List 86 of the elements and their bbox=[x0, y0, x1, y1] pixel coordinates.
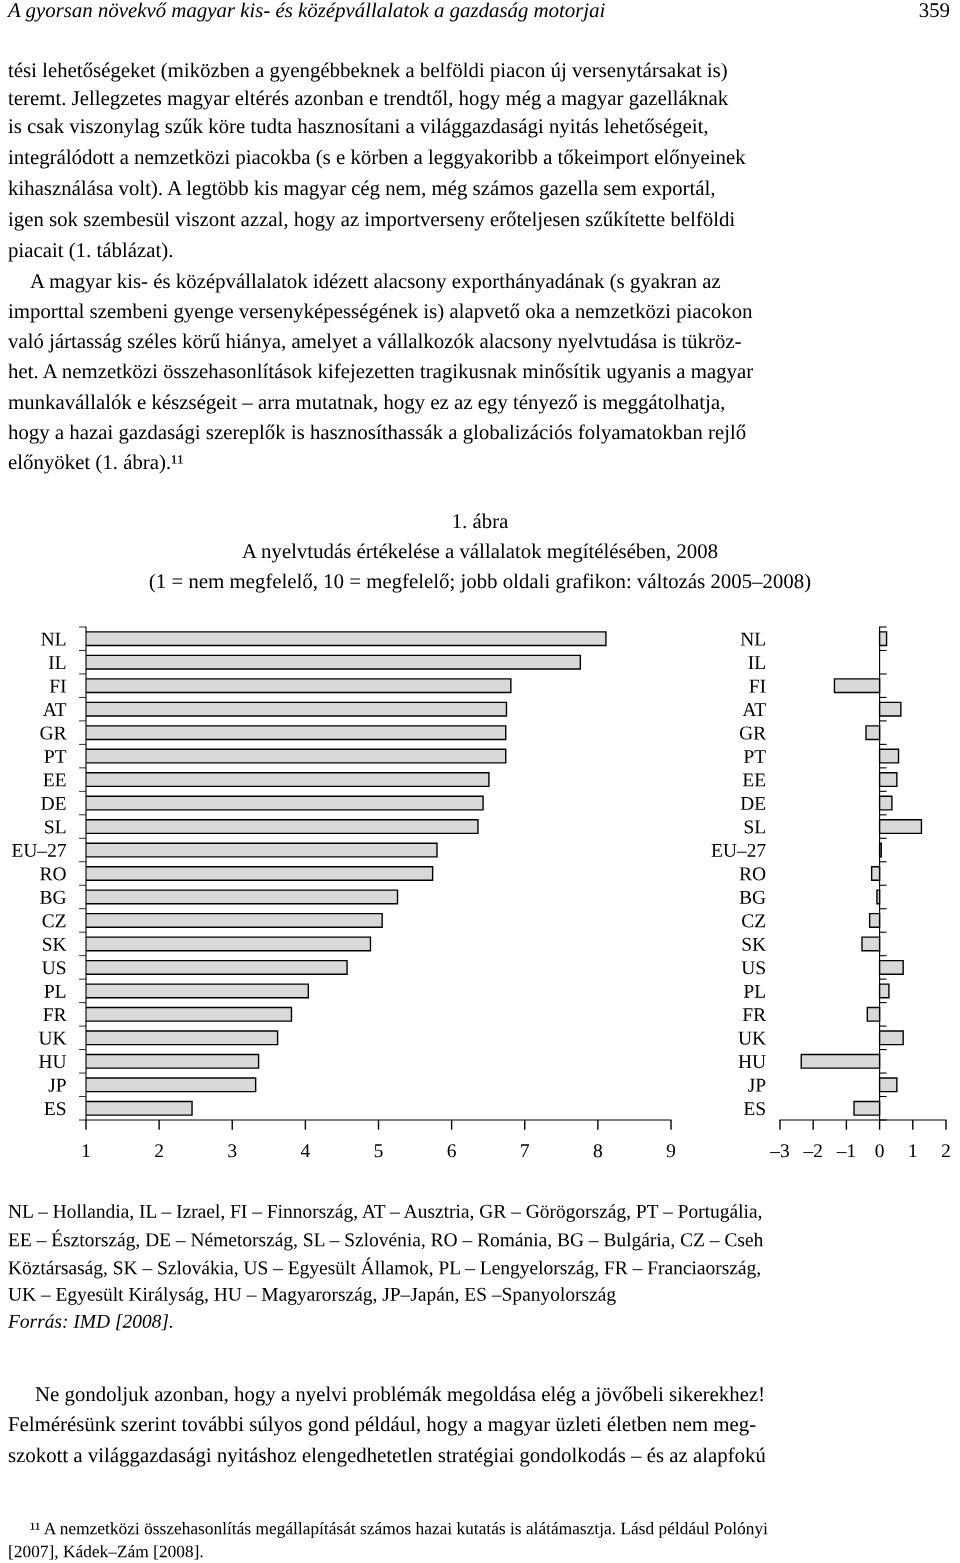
text: Felmérésünk szerint további súlyos gond például, hogy a magyar üzleti életben nem meg- bbox=[8, 1416, 756, 1436]
text: 1. ábra bbox=[453, 513, 509, 529]
y-tick-label: EE bbox=[43, 773, 66, 787]
text: ¹¹ A nemzetközi összehasonlítás megállapítását számos hazai kutatás is alátámasztja. Lásd például Polónyi bbox=[30, 1522, 768, 1538]
y-tick-label: CZ bbox=[742, 914, 766, 928]
x-tick-label: –2 bbox=[803, 1144, 822, 1158]
y-tick-label: BG bbox=[739, 890, 766, 904]
y-tick-label: RO bbox=[40, 867, 66, 881]
y-tick-label: EE bbox=[742, 773, 766, 787]
y-tick-label: US bbox=[741, 961, 765, 975]
text: hogy a hazai gazdasági szereplők is hasznosíthassák a globalizációs folyamatokban rejlő bbox=[8, 424, 746, 444]
y-tick-label: FI bbox=[749, 679, 766, 693]
y-tick-label: HU bbox=[39, 1055, 67, 1069]
y-tick-label: UK bbox=[38, 1031, 67, 1045]
x-tick-label: –3 bbox=[770, 1144, 789, 1158]
text: 359 bbox=[919, 3, 950, 18]
x-tick-label: 1 bbox=[82, 1144, 90, 1158]
x-tick-label: 9 bbox=[666, 1144, 676, 1158]
y-tick-label: HU bbox=[738, 1055, 766, 1069]
text: Ne gondoljuk azonban, hogy a nyelvi problémák megoldása elég a jövőbeli sikerekhez! bbox=[35, 1386, 763, 1406]
x-tick-label: 6 bbox=[447, 1144, 456, 1158]
y-tick-label: ES bbox=[44, 1102, 66, 1116]
text: integrálódott a nemzetközi piacokba (s e körben a leggyakoribb a tőkeimport előnyeinek bbox=[8, 149, 746, 169]
y-tick-label: BG bbox=[40, 890, 66, 904]
text: munkavállalók e készségeit – arra mutatnak, hogy ez az egy tényező is meggátolhatja, bbox=[8, 394, 724, 414]
x-tick-label: 3 bbox=[228, 1144, 237, 1158]
y-tick-label: JP bbox=[48, 1078, 66, 1092]
y-tick-label: SL bbox=[45, 820, 66, 834]
y-tick-label: GR bbox=[40, 726, 67, 740]
text: importtal szembeni gyenge versenyképességének is) alapvető oka a nemzetközi piacokon bbox=[8, 303, 753, 323]
y-tick-label: CZ bbox=[42, 914, 66, 928]
text: [2007], Kádek–Zám [2008]. bbox=[9, 1545, 203, 1560]
y-tick-label: EU–27 bbox=[711, 843, 766, 857]
x-tick-label: –1 bbox=[836, 1144, 855, 1158]
x-tick-label: 2 bbox=[155, 1144, 163, 1158]
text: UK – Egyesült Királyság, HU – Magyarország, JP–Japán, ES –Spanyolország bbox=[8, 1287, 616, 1305]
text: tési lehetőségeket (miközben a gyengébbeknek a belföldi piacon új versenytársakat is) bbox=[8, 62, 727, 82]
x-tick-label: 8 bbox=[593, 1144, 602, 1158]
y-tick-label: AT bbox=[742, 703, 766, 716]
y-tick-label: PL bbox=[44, 984, 66, 998]
y-tick-label: IL bbox=[48, 656, 66, 669]
y-tick-label: IL bbox=[748, 656, 765, 669]
y-tick-label: NL bbox=[740, 632, 765, 646]
y-tick-label: RO bbox=[739, 867, 766, 881]
y-tick-label: ES bbox=[743, 1102, 765, 1116]
text: is csak viszonylag szűk köre tudta hasznosítani a világgazdasági nyitás lehetőségeit, bbox=[8, 118, 708, 138]
text: NL – Hollandia, IL – Izrael, FI – Finnország, AT – Ausztria, GR – Görögország, PT – Portugália, bbox=[8, 1204, 762, 1222]
text: piacait (1. táblázat). bbox=[8, 242, 173, 262]
text: való jártasság széles körű hiánya, amelyet a vállalkozók alacsony nyelvtudása is tükröz- bbox=[8, 333, 741, 353]
y-tick-label: FR bbox=[43, 1008, 67, 1022]
text: szokott a világgazdasági nyitáshoz elengedhetetlen stratégiai gondolkodás – és az alapfokú bbox=[8, 1447, 766, 1467]
text: Köztársaság, SK – Szlovákia, US – Egyesült Államok, PL – Lengyelország, FR – Franciaország, bbox=[8, 1257, 760, 1279]
y-tick-label: PT bbox=[743, 750, 766, 763]
text: előnyöket (1. ábra).¹¹ bbox=[8, 454, 183, 474]
y-tick-label: PL bbox=[743, 984, 765, 998]
y-tick-label: SK bbox=[742, 937, 766, 951]
x-tick-label: 4 bbox=[300, 1144, 310, 1158]
y-tick-label: EU–27 bbox=[12, 843, 66, 857]
x-tick-label: 0 bbox=[875, 1144, 884, 1158]
text: het. A nemzetközi összehasonlítások kifejezetten tragikusnak minősítik ugyanis a magyar bbox=[8, 363, 753, 383]
y-tick-label: FR bbox=[742, 1008, 767, 1022]
x-tick-label: 1 bbox=[909, 1144, 917, 1158]
x-tick-label: 5 bbox=[374, 1144, 383, 1158]
y-tick-label: PT bbox=[44, 750, 67, 763]
y-tick-label: SK bbox=[43, 937, 67, 951]
y-tick-label: NL bbox=[41, 632, 66, 646]
text: EE – Észtország, DE – Németország, SL – Szlovénia, RO – Románia, BG – Bulgária, CZ – Cseh bbox=[8, 1229, 764, 1251]
text: teremt. Jellegzetes magyar eltérés azonban e trendtől, hogy még a magyar gazelláknak bbox=[8, 90, 729, 110]
text: kihasználása volt). A legtöbb kis magyar cég nem, még számos gazella sem exportál, bbox=[8, 180, 715, 200]
y-tick-label: UK bbox=[738, 1031, 766, 1045]
text: A magyar kis- és középvállalatok idézett alacsony exporthányadának (s gyakran az bbox=[30, 273, 721, 293]
x-tick-label: 7 bbox=[521, 1144, 530, 1158]
y-tick-label: US bbox=[42, 961, 66, 975]
y-tick-label: AT bbox=[42, 703, 67, 716]
chart-subtitle: (1 = nem megfelelő, 10 = megfelelő; jobb oldali grafikon: változás 2005–2008) bbox=[149, 573, 811, 593]
y-tick-label: FI bbox=[49, 679, 66, 693]
text: Forrás: IMD [2008]. bbox=[7, 1314, 173, 1331]
text: A gyorsan növekvő magyar kis- és középvállalatok a gazdaság motorjai bbox=[6, 2, 605, 22]
text: igen sok szembesül viszont azzal, hogy az importverseny erőteljesen szűkítette belföldi bbox=[8, 211, 735, 231]
y-tick-label: DE bbox=[41, 797, 66, 810]
y-tick-label: JP bbox=[748, 1078, 766, 1092]
y-tick-label: SL bbox=[744, 820, 765, 834]
y-tick-label: DE bbox=[740, 797, 766, 810]
x-tick-label: 2 bbox=[941, 1144, 950, 1158]
chart-title: A nyelvtudás értékelése a vállalatok megítélésében, 2008 bbox=[242, 543, 718, 563]
y-tick-label: GR bbox=[739, 726, 767, 740]
